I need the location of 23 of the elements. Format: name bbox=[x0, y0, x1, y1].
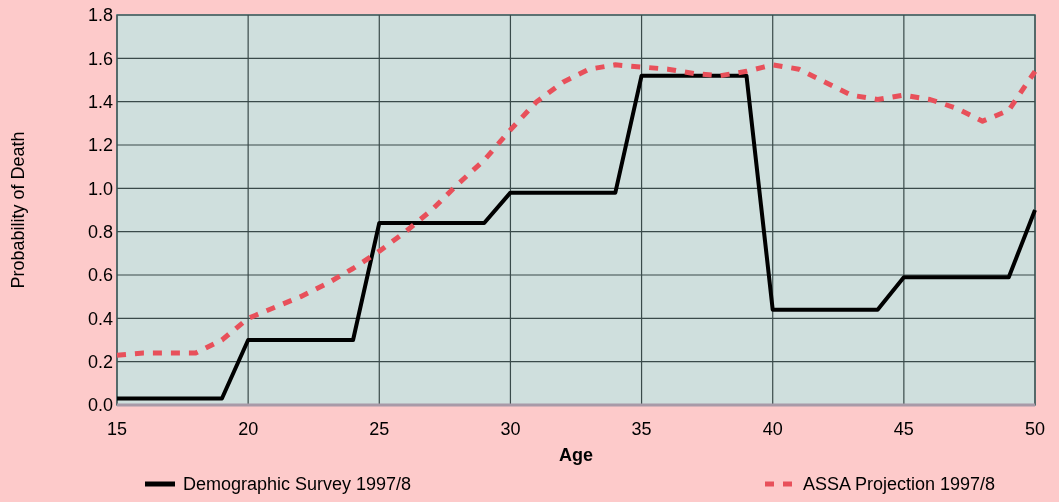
x-tick-label: 25 bbox=[369, 419, 390, 439]
y-tick-label: 1.2 bbox=[87, 135, 113, 156]
y-tick-label: 1.6 bbox=[87, 48, 113, 69]
x-tick-label: 40 bbox=[762, 419, 783, 439]
x-axis-title: Age bbox=[558, 445, 594, 465]
y-axis-title: Probability of Death bbox=[8, 131, 28, 289]
x-tick-label: 20 bbox=[238, 419, 259, 439]
y-tick-label: 0.4 bbox=[87, 308, 113, 329]
x-tick-label: 35 bbox=[631, 419, 652, 439]
x-tick-label: 50 bbox=[1024, 419, 1046, 439]
y-tick-label: 0.8 bbox=[87, 221, 113, 242]
line-series bbox=[115, 73, 1037, 401]
y-tick-label: 0.2 bbox=[87, 351, 113, 372]
y-tick-label: 0.6 bbox=[87, 265, 113, 286]
y-tick-label: 1.8 bbox=[87, 5, 113, 26]
y-tick-label: 1.4 bbox=[87, 91, 113, 112]
y-tick-label: 1.0 bbox=[87, 178, 113, 199]
x-tick-label: 15 bbox=[106, 419, 128, 439]
legend-label: ASSA Projection 1997/8 bbox=[803, 474, 996, 494]
x-tick-label: 45 bbox=[893, 419, 914, 439]
y-tick-label: 0.0 bbox=[87, 395, 113, 416]
x-tick-label: 30 bbox=[500, 419, 521, 439]
legend-label: Demographic Survey 1997/8 bbox=[183, 474, 412, 494]
